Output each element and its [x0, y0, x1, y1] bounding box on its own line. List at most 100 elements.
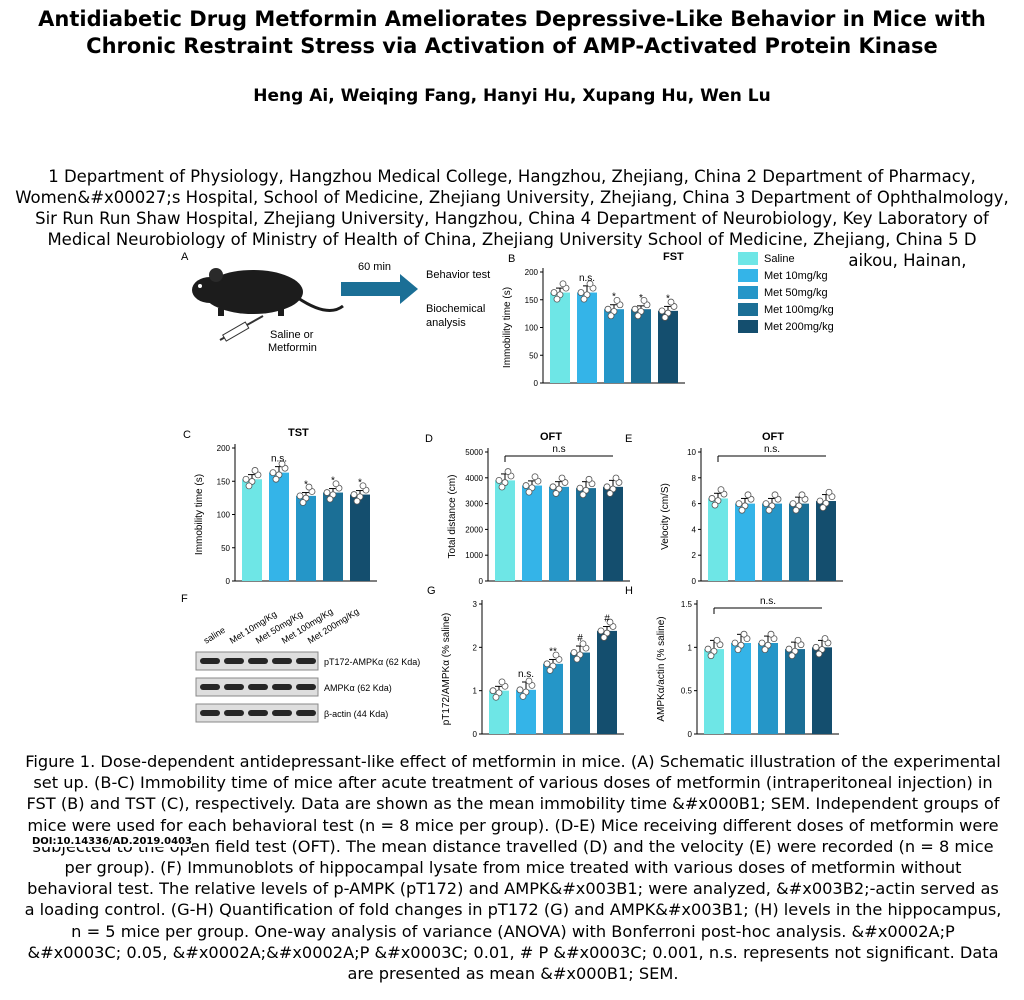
significance-label: * — [639, 293, 643, 304]
outcome-biochemical: Biochemical — [426, 303, 485, 315]
band-label: β-actin (44 Kda) — [324, 709, 388, 719]
outcome-analysis: analysis — [426, 317, 466, 329]
legend-label: Met 200mg/kg — [764, 321, 834, 333]
y-tick-label: 1000 — [465, 551, 483, 560]
panel-letter: E — [625, 433, 632, 445]
data-point — [498, 678, 506, 686]
bar — [350, 494, 370, 581]
chart-title: FST — [663, 251, 684, 263]
data-point — [531, 473, 539, 481]
data-point — [607, 312, 615, 320]
data-point — [577, 289, 585, 296]
panel-g-chart: G 0 1 2 3 pT172/AMPKα (% saline) n.s. ** # # — [427, 585, 624, 739]
y-tick-label: 5000 — [465, 448, 483, 457]
blot-band — [296, 710, 316, 716]
y-tick-label: 50 — [221, 544, 230, 553]
data-point — [658, 307, 666, 315]
bar — [516, 689, 536, 734]
outcome-behavior: Behavior test — [426, 269, 490, 281]
bar — [549, 486, 569, 581]
data-point — [543, 660, 551, 668]
data-point — [498, 483, 506, 491]
y-axis-label: Velocity (cm/S) — [660, 483, 671, 550]
bar — [704, 649, 724, 734]
data-point — [731, 639, 739, 647]
significance-label: n.s. — [518, 669, 534, 680]
bar — [731, 643, 751, 734]
data-point — [549, 483, 557, 491]
data-point — [819, 504, 827, 512]
bracket-label: n.s. — [760, 596, 776, 607]
data-point — [631, 305, 639, 313]
injection-label-1: Saline or — [270, 329, 314, 341]
data-point — [744, 491, 752, 499]
legend-label: Met 10mg/kg — [764, 270, 828, 282]
data-point — [812, 643, 820, 651]
blot-band — [200, 684, 220, 690]
data-point — [717, 486, 725, 494]
legend-swatch — [738, 286, 758, 299]
legend-label: Met 50mg/kg — [764, 287, 828, 299]
y-tick-label: 8 — [692, 474, 697, 483]
chart-title: OFT — [540, 431, 562, 443]
blot-band — [200, 658, 220, 664]
panel-d-chart: D OFT 0 1000 2000 3000 4000 5000 Total distance … — [425, 431, 630, 586]
data-point — [606, 490, 614, 497]
legend-swatch — [738, 320, 758, 333]
significance-label: # — [604, 614, 610, 625]
panel-letter: C — [183, 429, 191, 441]
data-point — [640, 296, 648, 304]
data-point — [707, 652, 715, 660]
data-point — [579, 640, 587, 648]
data-point — [516, 686, 524, 694]
data-point — [525, 677, 533, 685]
data-point — [585, 475, 593, 483]
data-point — [785, 645, 793, 653]
chart-title: TST — [288, 427, 309, 439]
y-tick-label: 1.5 — [681, 600, 693, 609]
legend-label: Saline — [764, 253, 795, 265]
bar — [323, 492, 343, 581]
data-point — [586, 280, 594, 288]
data-point — [332, 480, 340, 488]
y-tick-label: 3000 — [465, 500, 483, 509]
data-point — [245, 482, 253, 490]
panel-e-chart: E OFT 0 2 4 6 8 10 Velocity (cm/S) n.s. — [625, 431, 843, 586]
legend-swatch — [738, 269, 758, 282]
data-point — [550, 289, 558, 296]
blot-band — [224, 710, 244, 716]
y-tick-label: 2 — [692, 551, 697, 560]
y-tick-label: 6 — [692, 500, 697, 509]
data-point — [815, 650, 823, 658]
blot-band — [248, 658, 268, 664]
data-point — [495, 476, 503, 484]
significance-label: * — [666, 293, 670, 304]
panel-letter: D — [425, 433, 433, 445]
y-tick-label: 0 — [473, 730, 478, 739]
legend-swatch — [738, 252, 758, 265]
author-list: Heng Ai, Weiqing Fang, Hanyi Hu, Xupang … — [253, 86, 771, 106]
y-tick-label: 100 — [525, 324, 539, 333]
data-point — [600, 634, 608, 641]
y-tick-label: 0 — [688, 730, 693, 739]
bracket-label: n.s — [552, 444, 565, 455]
bar — [603, 486, 623, 581]
y-axis-label: AMPKα/actin (% saline) — [656, 616, 667, 721]
data-point — [734, 646, 742, 654]
arrow-label: 60 min — [358, 261, 391, 273]
significance-label: n.s. — [271, 454, 287, 465]
data-point — [735, 500, 743, 508]
y-tick-label: 150 — [217, 477, 231, 486]
y-axis-label: Immobility time (s) — [194, 474, 205, 555]
data-point — [798, 491, 806, 499]
y-tick-label: 3 — [473, 600, 478, 609]
data-point — [612, 474, 620, 482]
figure-caption: Figure 1. Dose-dependent antidepressant-… — [24, 752, 1002, 984]
blot-band — [224, 684, 244, 690]
data-point — [305, 483, 313, 491]
data-point — [272, 475, 280, 483]
data-point — [704, 645, 712, 653]
y-axis-label: Immobility time (s) — [502, 287, 513, 368]
data-point — [708, 495, 716, 502]
data-point — [350, 491, 358, 498]
